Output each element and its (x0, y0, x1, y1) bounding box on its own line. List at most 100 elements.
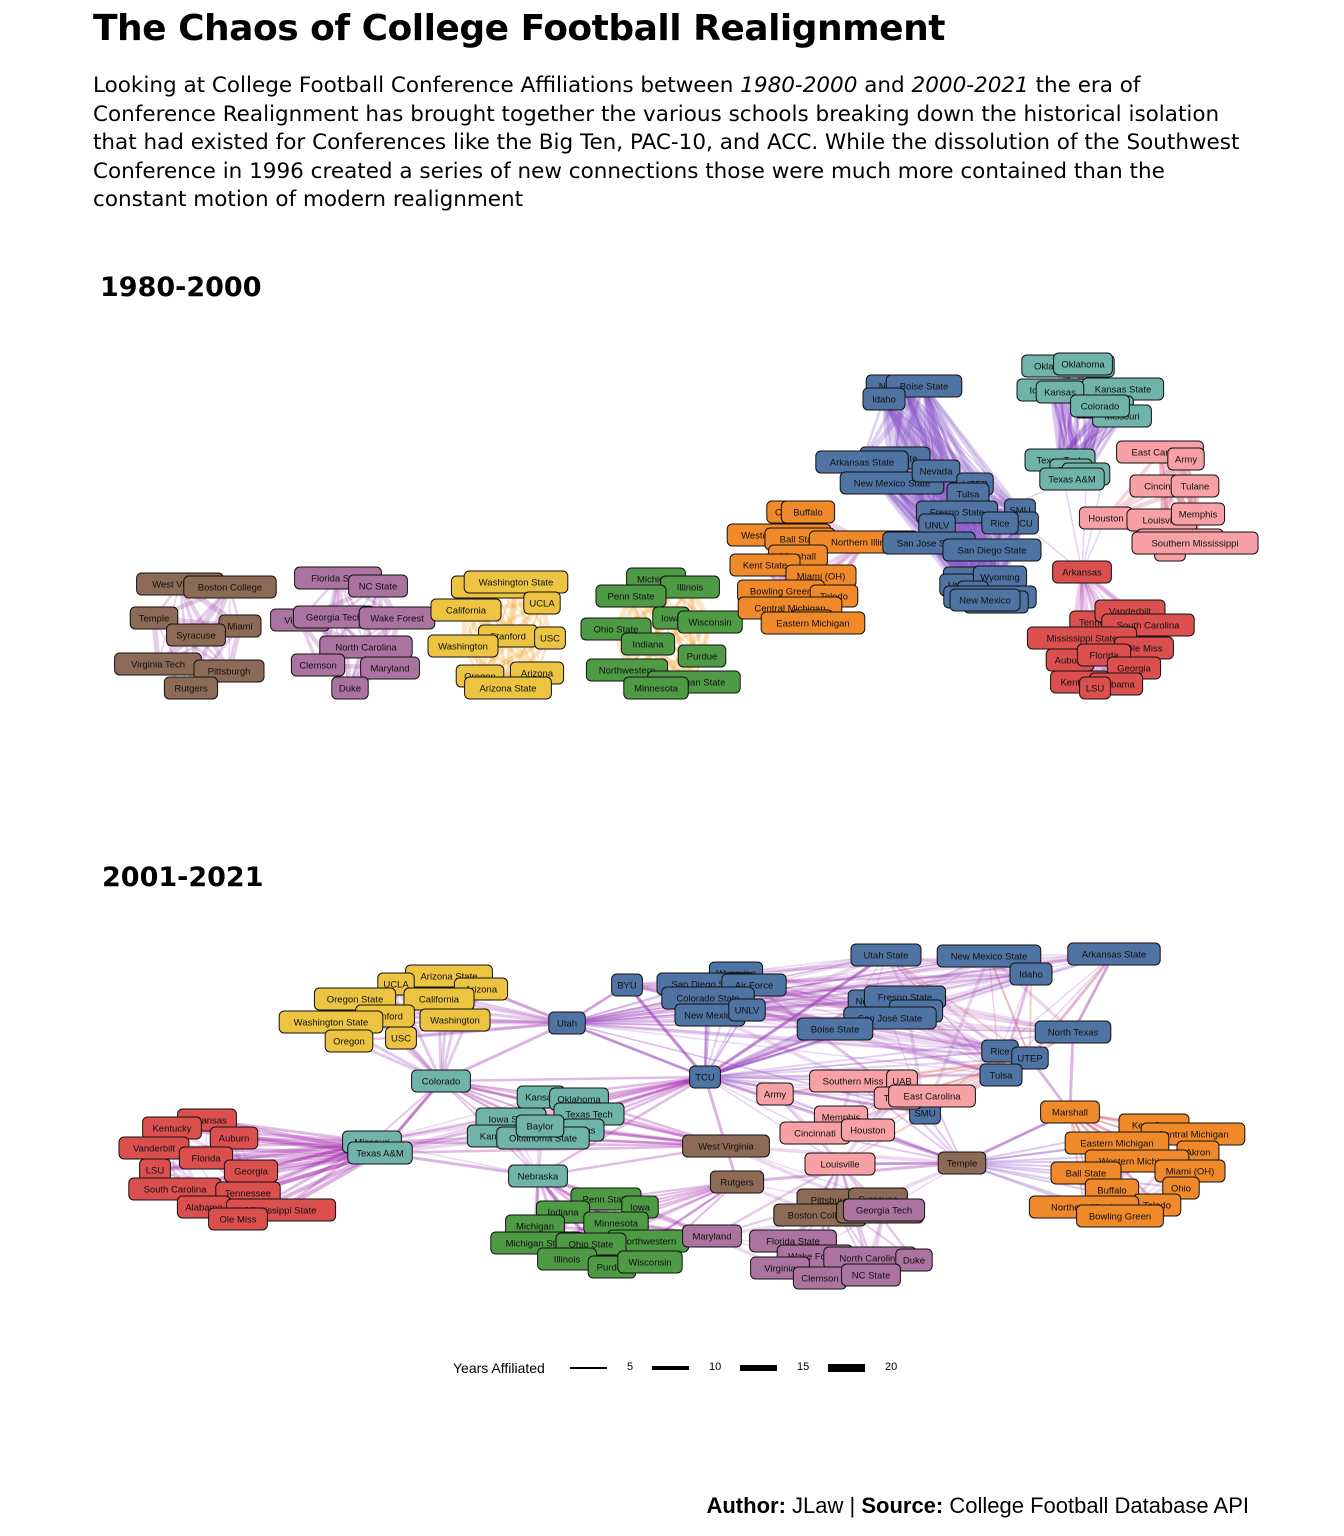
affiliation-edge (626, 984, 706, 1078)
school-label: Northwestern (599, 666, 656, 677)
school-label: BYU (617, 981, 637, 992)
school-label: Cincinnati (1144, 482, 1186, 493)
school-label: Washington State (294, 1018, 369, 1029)
school-node-auburn-1: Auburn (209, 1126, 259, 1150)
school-label: Auburn (219, 1134, 250, 1145)
school-node-north-carolina-0: North Carolina (319, 635, 413, 659)
school-node-cincinnati-1: Cincinnati (779, 1121, 851, 1145)
school-label: UCLA (383, 980, 409, 991)
school-label: Ohio State (594, 625, 639, 636)
affiliation-edge (704, 954, 887, 1078)
legend-label-20: 20 (885, 1361, 898, 1373)
school-node-boston-college-0: Boston College (183, 575, 277, 599)
school-node-nc-state-0: NC State (348, 574, 408, 598)
school-node-illinois-0: Illinois (660, 575, 720, 599)
school-node-wisconsin-0: Wisconsin (677, 610, 743, 634)
school-label: Georgia Tech (856, 1206, 912, 1217)
school-label: Minnesota (634, 684, 679, 695)
school-label: Tulane (1181, 482, 1210, 493)
school-label: Oklahoma (1061, 360, 1105, 371)
affiliation-edge (1068, 1030, 1075, 1114)
school-label: Iowa State (489, 1115, 534, 1126)
school-label: Indiana (547, 1208, 579, 1219)
school-label: Georgia Tech (306, 613, 362, 624)
school-label: New Mexico State (951, 952, 1028, 963)
school-label: UCLA (529, 599, 555, 610)
school-label: Virginia Tech (131, 660, 185, 671)
school-label: Syracuse (176, 631, 216, 642)
affiliation-edge (439, 1075, 707, 1083)
affiliation-edge (703, 953, 888, 1079)
school-node-arkansas-0: Arkansas (1052, 560, 1112, 584)
school-label: Oklahoma State (509, 1134, 577, 1145)
legend-key-20 (828, 1364, 865, 1372)
school-label: UAB (892, 1077, 912, 1088)
school-node-california-1: California (403, 987, 475, 1011)
affiliation-edge (746, 1009, 1001, 1052)
school-label: Kansas (1044, 388, 1076, 399)
school-label: Tulsa (957, 490, 981, 501)
school-node-tulane-0: Tulane (1170, 474, 1220, 498)
caption-source: College Football Database API (943, 1493, 1249, 1518)
school-label: Florida (191, 1154, 221, 1165)
school-label: Arkansas (1062, 568, 1102, 579)
school-label: Boston College (198, 583, 262, 594)
school-label: Fresno State (878, 993, 932, 1004)
school-label: Rice (990, 519, 1009, 530)
school-node-utah-state-1: Utah State (850, 943, 922, 967)
school-node-marshall-1: Marshall (1040, 1100, 1100, 1124)
school-node-illinois-1: Illinois (537, 1247, 597, 1271)
school-label: Western Michigan (1099, 1157, 1175, 1168)
affiliation-edge (704, 1076, 899, 1099)
affiliation-edge (903, 385, 1021, 511)
affiliation-edge (565, 1021, 1032, 1060)
school-label: Wake Forest (370, 614, 424, 625)
school-label: Vanderbilt (133, 1144, 175, 1155)
school-label: Indiana (632, 640, 664, 651)
affiliation-edge (1072, 953, 1115, 1033)
panel-title-2001-2021: 2001-2021 (102, 862, 264, 893)
subtitle: Looking at College Football Conference A… (93, 72, 1263, 215)
school-node-florida-1: Florida (178, 1146, 234, 1170)
school-label: Texas A&M (356, 1149, 404, 1160)
school-label: Stanford (367, 1012, 403, 1023)
school-label: Mississippi State (1047, 634, 1118, 645)
subtitle-part-2: and (857, 73, 912, 98)
school-label: Michigan State (663, 678, 726, 689)
school-label: LSU (146, 1166, 165, 1177)
school-label: Arkansas (187, 1116, 227, 1127)
school-label: NC State (852, 1271, 891, 1282)
school-label: Stanford (490, 632, 526, 643)
affiliation-edge (999, 973, 1032, 1052)
affiliation-edge (901, 383, 939, 474)
affiliation-edge (566, 1022, 926, 1114)
school-node-arizona-state-0: Arizona State (464, 676, 552, 700)
school-node-duke-1: Duke (895, 1248, 933, 1272)
legend-key-15 (740, 1365, 777, 1371)
school-node-unlv-1: UNLV (728, 998, 766, 1022)
affiliation-edge (566, 1022, 926, 1114)
school-label: Idaho (1019, 970, 1043, 981)
school-label: Alabama (185, 1203, 223, 1214)
school-label: Purdue (687, 652, 718, 663)
school-node-memphis-0: Memphis (1170, 502, 1226, 526)
school-node-nebraska-1: Nebraska (508, 1164, 568, 1188)
caption-author: JLaw | (785, 1493, 862, 1518)
school-label: North Carolina (839, 1254, 901, 1265)
school-label: Mississippi State (246, 1206, 317, 1217)
school-label: New Mexico State (854, 479, 931, 490)
affiliation-edge (881, 396, 993, 600)
school-node-baylor-1: Baylor (515, 1114, 565, 1138)
school-label: Oregon State (327, 995, 384, 1006)
school-label: Ole Miss (1126, 644, 1163, 655)
school-label: Akron (1186, 1148, 1211, 1159)
affiliation-edge (988, 955, 1031, 1059)
school-node-vanderbilt-1: Vanderbilt (118, 1136, 190, 1160)
school-label: SMU (1009, 506, 1030, 517)
affiliation-edge (566, 1022, 706, 1078)
school-node-buffalo-0: Buffalo (780, 500, 836, 524)
school-label: San José State (858, 1014, 922, 1025)
subtitle-part-1: Looking at College Football Conference A… (93, 73, 741, 98)
school-label: Washington (430, 1016, 480, 1027)
school-label: Fresno State (930, 508, 984, 519)
